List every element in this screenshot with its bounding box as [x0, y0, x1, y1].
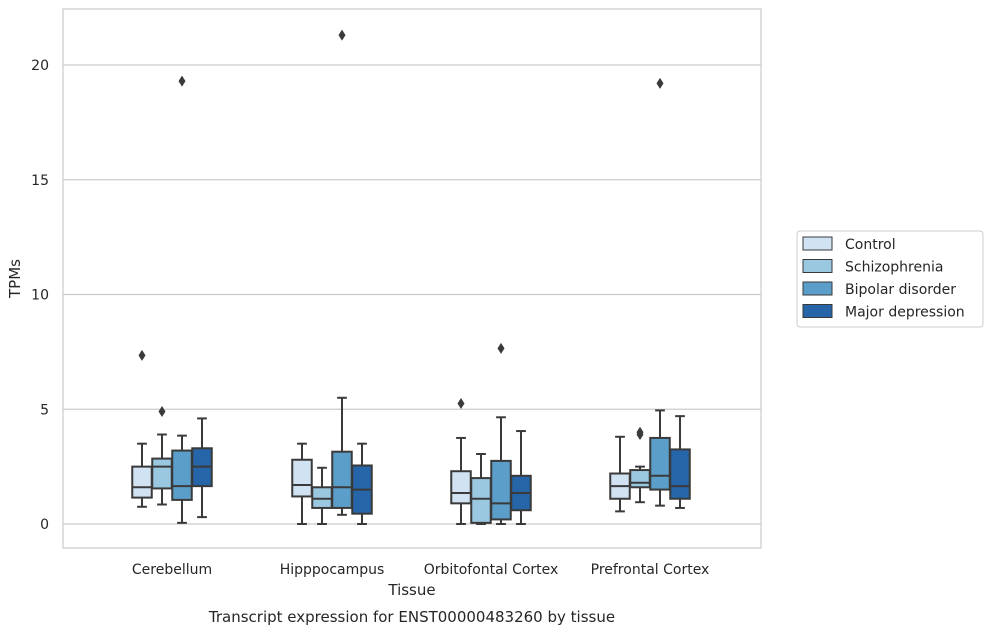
y-tick-label-2: 10: [31, 288, 49, 304]
box-3-1: [351, 442, 373, 525]
box-0-1: [291, 442, 313, 525]
outlier-point-0: [457, 398, 465, 410]
legend-label-3: Major depression: [845, 305, 965, 321]
box-1-3: [629, 426, 651, 504]
x-tick-label-2: Orbitofontal Cortex: [424, 562, 559, 578]
box-iqr: [470, 477, 492, 524]
outlier-point-1: [636, 426, 644, 438]
legend-frame: [796, 230, 984, 328]
y-tick-label-3: 15: [31, 173, 49, 189]
x-tick-label-1: Hipppocampus: [280, 562, 385, 578]
box-0-3: [609, 435, 631, 513]
y-axis-label: TPMs: [6, 259, 24, 299]
box-iqr: [649, 436, 671, 491]
box-iqr: [331, 450, 353, 509]
outlier-point-0: [178, 75, 186, 87]
box-iqr: [669, 448, 691, 500]
box-iqr: [311, 486, 333, 509]
legend-label-2: Bipolar disorder: [845, 282, 956, 298]
y-tick-labels: 0 5 10 15 20: [31, 58, 49, 533]
y-tick-label-0: 0: [40, 517, 49, 533]
boxplots: [131, 29, 691, 525]
legend-swatch-1: [802, 259, 833, 273]
box-3-3: [669, 415, 691, 509]
box-1-2: [470, 453, 492, 525]
outlier-point-0: [138, 349, 146, 361]
outlier-point-0: [497, 342, 505, 354]
box-0-2: [450, 398, 472, 525]
plot-area-frame: [62, 8, 762, 549]
x-axis-label: Tissue: [387, 581, 435, 599]
box-2-0: [171, 75, 193, 524]
outlier-point-0: [338, 29, 346, 41]
box-iqr: [291, 458, 313, 498]
box-3-0: [191, 417, 213, 519]
box-iqr: [131, 465, 153, 499]
box-2-3: [649, 77, 671, 507]
outlier-point-0: [158, 406, 166, 418]
box-2-2: [490, 342, 512, 525]
box-3-2: [510, 430, 532, 525]
box-iqr: [490, 459, 512, 521]
x-tick-labels: Cerebellum Hipppocampus Orbitofontal Corte…: [132, 562, 709, 578]
legend: Control Schizophrenia Bipolar disorder Majo…: [796, 230, 984, 328]
box-1-1: [311, 466, 333, 525]
box-iqr: [450, 470, 472, 505]
box-0-0: [131, 349, 153, 508]
box-iqr: [171, 449, 193, 501]
legend-swatch-3: [802, 304, 833, 318]
box-2-1: [331, 29, 353, 516]
y-tick-label-1: 5: [40, 402, 49, 418]
y-tick-label-4: 20: [31, 58, 49, 74]
x-tick-label-0: Cerebellum: [132, 562, 212, 578]
legend-label-0: Control: [845, 237, 896, 253]
box-iqr: [151, 457, 173, 490]
box-iqr: [629, 469, 651, 489]
chart-title: Transcript expression for ENST0000048326…: [208, 608, 615, 626]
legend-label-1: Schizophrenia: [845, 260, 943, 276]
x-tick-label-3: Prefrontal Cortex: [591, 562, 710, 578]
outlier-point-0: [656, 77, 664, 89]
legend-swatch-2: [802, 281, 833, 296]
legend-swatch-0: [802, 236, 833, 251]
grid-lines: [63, 64, 761, 525]
box-1-0: [151, 406, 173, 506]
